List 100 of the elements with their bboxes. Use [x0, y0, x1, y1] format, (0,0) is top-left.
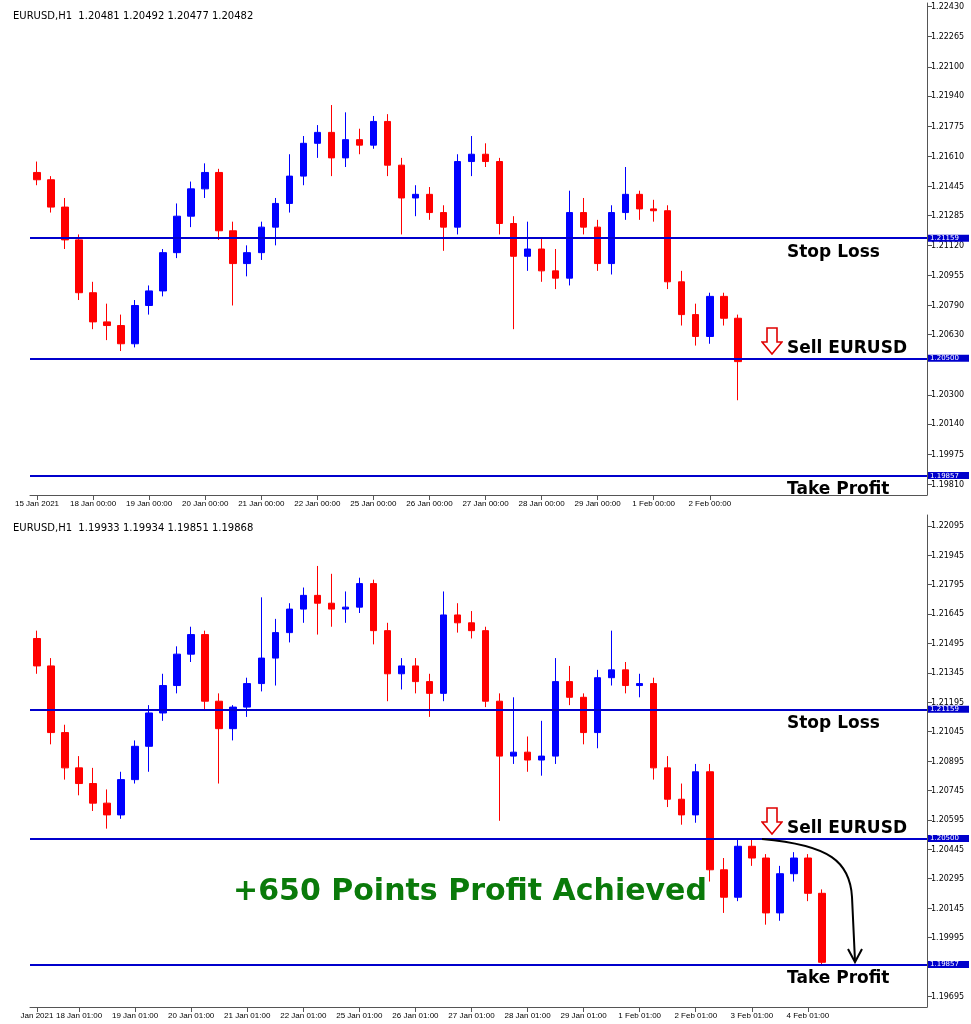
- candlestick: [286, 602, 293, 643]
- y-tick-label: 1.21940: [931, 91, 965, 101]
- candlestick: [215, 168, 223, 241]
- candlestick: [482, 626, 489, 708]
- candlestick: [75, 233, 83, 301]
- y-tick-label: 1.21045: [931, 727, 965, 737]
- x-tick-label: 22 Jan 01:00: [280, 1010, 327, 1020]
- candlestick: [426, 673, 433, 718]
- candlestick: [33, 161, 41, 186]
- candlestick: [580, 197, 587, 235]
- candlestick: [706, 292, 714, 345]
- y-tick-label: 1.21120: [931, 240, 965, 250]
- text: EURUSD,H1 1.20481 1.20492 1.20477 1.20482: [13, 9, 254, 21]
- candlestick: [47, 657, 55, 745]
- candlestick: [538, 720, 545, 777]
- candlestick: [258, 596, 265, 692]
- candlestick: [89, 281, 97, 330]
- candlestick: [314, 565, 321, 636]
- candlestick: [272, 197, 279, 246]
- candlestick: [117, 771, 125, 820]
- y-tick-label: 1.22095: [931, 521, 965, 531]
- candlestick: [608, 204, 615, 276]
- x-tick-label: 28 Jan 00:00: [518, 498, 566, 508]
- candlestick: [650, 677, 657, 781]
- candlestick: [720, 292, 728, 327]
- candlestick: [370, 579, 377, 645]
- candlestick: [622, 661, 629, 694]
- y-tick-label: 1.20295: [931, 874, 965, 884]
- x-tick-label: Jan 2021: [20, 1010, 55, 1020]
- x-tick-label: 29 Jan 01:00: [560, 1010, 608, 1020]
- y-tick-label: 1.21495: [931, 638, 965, 648]
- candlestick: [468, 610, 475, 639]
- y-tick-label: 1.21285: [931, 210, 965, 220]
- x-tick-label: 19 Jan 01:00: [111, 1010, 159, 1020]
- candlestick: [131, 299, 139, 348]
- candlestick: [580, 692, 587, 745]
- candlestick: [510, 215, 517, 330]
- x-tick-label: 25 Jan 01:00: [336, 1010, 384, 1020]
- x-tick-label: 19 Jan 00:00: [126, 498, 173, 508]
- candlestick: [664, 755, 671, 808]
- candlestick: [145, 284, 153, 316]
- y-tick-label: 1.20145: [931, 903, 965, 913]
- y-tick-label: 1.21610: [931, 151, 965, 161]
- annotation: +650 Points Profit Achieved: [233, 871, 707, 907]
- y-tick-label: 1.21795: [931, 580, 965, 590]
- candlestick: [173, 645, 181, 694]
- candlestick: [314, 124, 321, 159]
- y-tick-label: 1.21195: [931, 697, 965, 707]
- candlestick: [678, 783, 685, 826]
- candlestick: [215, 692, 223, 785]
- candlestick: [692, 763, 699, 824]
- candlestick: [454, 602, 461, 634]
- candlestick: [342, 111, 349, 168]
- candlestick: [103, 788, 111, 830]
- candlestick: [440, 590, 447, 702]
- candlestick: [776, 865, 784, 922]
- candlestick: [454, 153, 461, 235]
- candlestick: [720, 857, 728, 914]
- candlestick: [818, 888, 826, 967]
- annotation: Take Profit: [787, 966, 890, 987]
- candlestick: [496, 157, 503, 235]
- candlestick: [468, 135, 475, 177]
- candlestick: [636, 673, 643, 698]
- candlestick: [426, 186, 433, 221]
- text: EURUSD,H1 1.19933 1.19934 1.19851 1.19868: [13, 521, 254, 533]
- candlestick: [243, 244, 251, 277]
- candlestick: [145, 704, 153, 773]
- x-tick-label: 18 Jan 01:00: [55, 1010, 103, 1020]
- y-tick-label: 1.22430: [931, 2, 965, 12]
- x-tick-label: 20 Jan 01:00: [168, 1010, 215, 1020]
- candlestick: [229, 704, 237, 741]
- candlestick: [187, 626, 195, 663]
- candlestick: [804, 853, 812, 902]
- candlestick: [552, 657, 559, 765]
- x-tick-label: 4 Feb 01:00: [786, 1010, 830, 1020]
- y-tick-label: 1.20630: [931, 330, 965, 340]
- x-tick-label: 27 Jan 01:00: [448, 1010, 496, 1020]
- y-tick-label: 1.20300: [931, 390, 965, 400]
- x-tick-label: 21 Jan 01:00: [224, 1010, 271, 1020]
- candlestick: [538, 237, 545, 283]
- y-tick-label: 1.21945: [931, 550, 965, 560]
- candlestick: [622, 166, 629, 221]
- y-tick-label: 1.19695: [931, 991, 965, 1001]
- candlestick: [566, 190, 573, 286]
- x-tick-label: 1 Feb 01:00: [618, 1010, 662, 1020]
- candlestick: [328, 104, 335, 177]
- candlestick: [706, 763, 714, 883]
- x-tick-label: 2 Feb 00:00: [688, 498, 732, 508]
- candlestick: [159, 673, 167, 722]
- candlestick: [412, 657, 419, 694]
- candlestick: [594, 669, 601, 749]
- candlestick: [566, 665, 573, 706]
- candlestick: [734, 837, 742, 902]
- x-tick-label: 21 Jan 00:00: [238, 498, 285, 508]
- x-tick-label: 3 Feb 01:00: [730, 1010, 774, 1020]
- candlestick: [342, 590, 349, 624]
- x-tick-label: 29 Jan 00:00: [574, 498, 622, 508]
- x-tick-label: 20 Jan 00:00: [182, 498, 229, 508]
- candlestick: [61, 724, 69, 781]
- annotation: Sell EURUSD: [787, 336, 908, 357]
